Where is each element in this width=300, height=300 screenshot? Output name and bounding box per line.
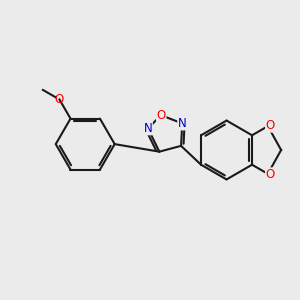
Text: O: O [157, 109, 166, 122]
Text: O: O [55, 93, 64, 106]
Text: N: N [178, 117, 187, 130]
Text: O: O [266, 168, 275, 181]
Text: O: O [266, 119, 275, 132]
Text: N: N [143, 122, 152, 135]
